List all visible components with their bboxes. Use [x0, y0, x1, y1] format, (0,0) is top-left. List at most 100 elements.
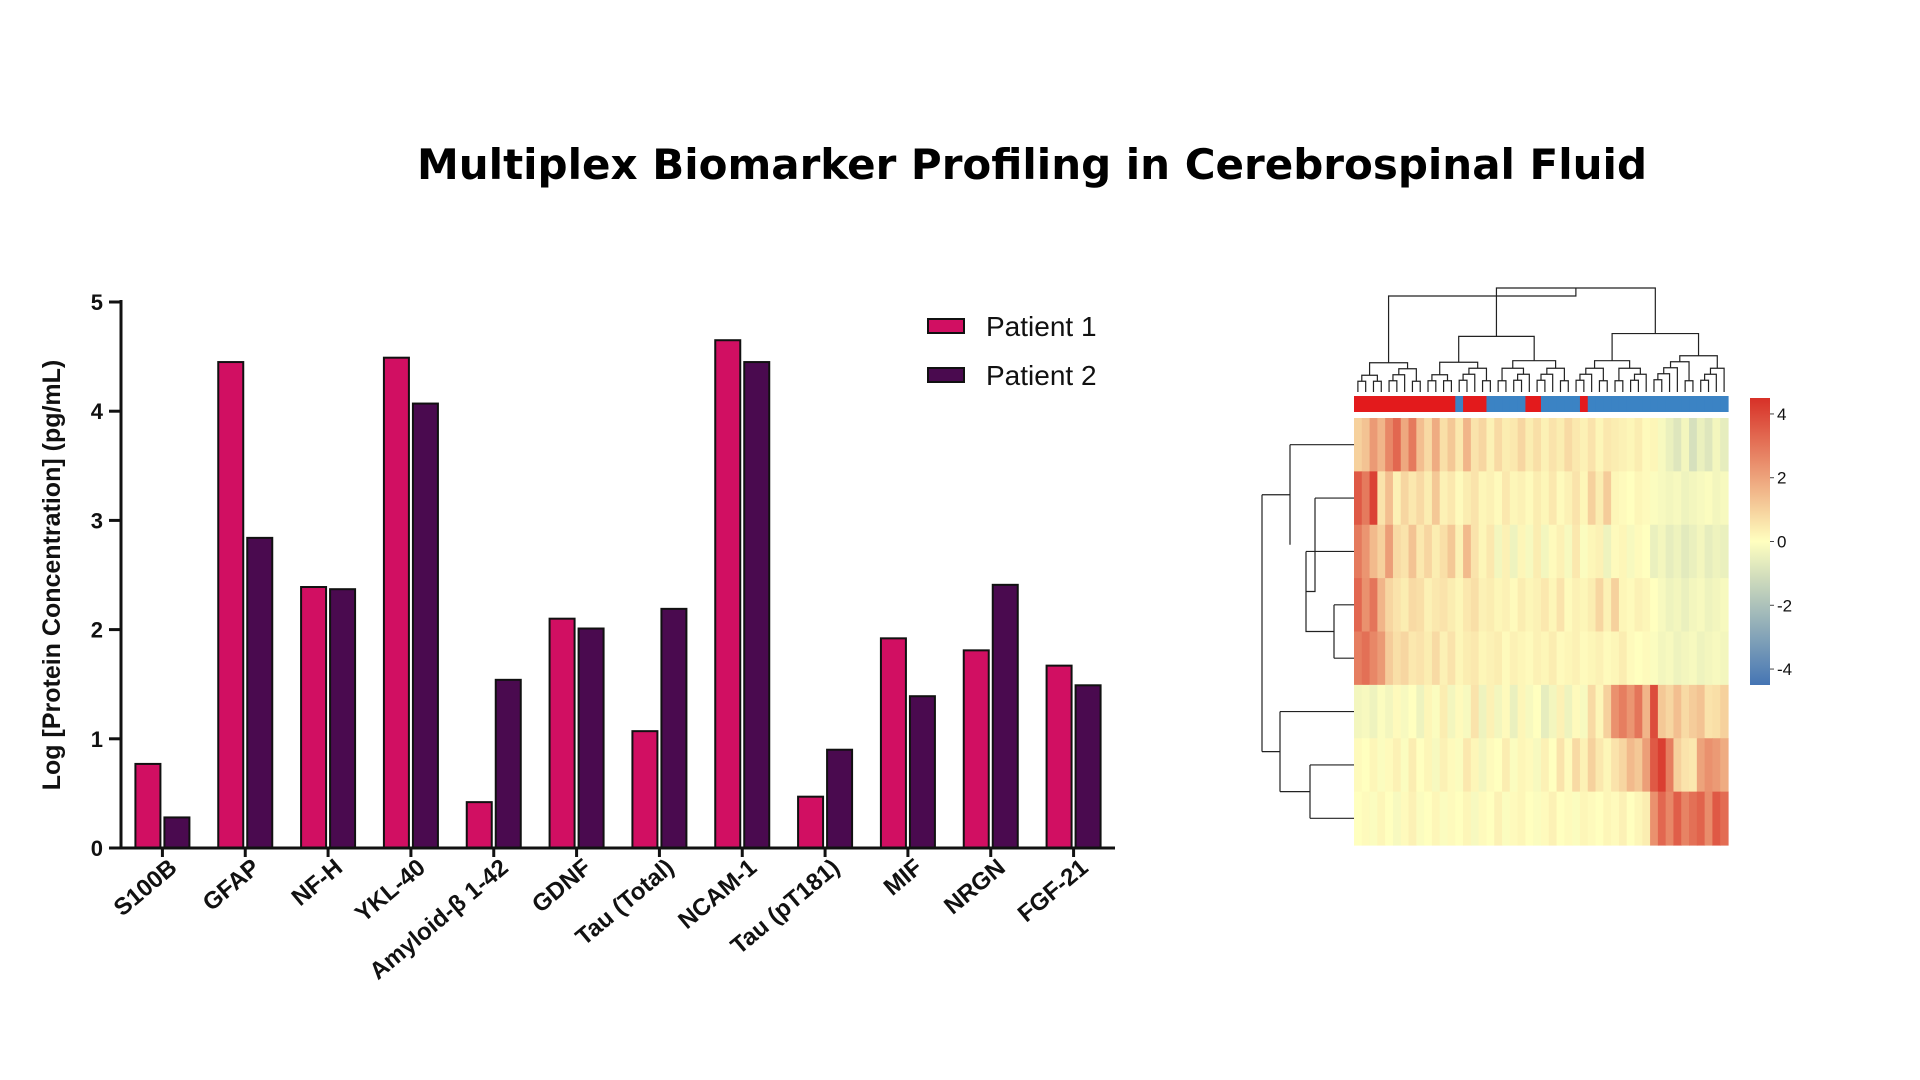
y-axis-label: Log [Protein Concentration] (pg/mL) [38, 360, 66, 791]
heatmap-cell [1603, 471, 1612, 526]
heatmap-cell [1634, 738, 1643, 793]
heatmap-cell [1689, 524, 1698, 579]
heatmap-cell [1618, 684, 1628, 739]
column-dendrogram-branch [1501, 367, 1525, 381]
bar-2-4 [494, 678, 522, 849]
heatmap-cell [1611, 471, 1620, 526]
heatmap-cell [1533, 524, 1542, 579]
heatmap-cell [1681, 418, 1690, 472]
heatmap-cell [1626, 578, 1636, 633]
heatmap-cell [1392, 631, 1402, 686]
row-dendrogram-branch [1306, 498, 1316, 593]
column-dendrogram-branch [1468, 367, 1488, 381]
heatmap-cell [1377, 684, 1386, 739]
heatmap-cell [1564, 418, 1573, 472]
heatmap-cell [1587, 471, 1597, 526]
heatmap-cell [1603, 631, 1612, 686]
heatmap-cell [1478, 418, 1488, 472]
column-dendrogram-branch [1540, 373, 1554, 392]
heatmap-cell [1587, 631, 1597, 686]
heatmap-cell [1502, 631, 1511, 686]
legend-label-1: Patient 1 [986, 311, 1097, 342]
heatmap-cell [1354, 684, 1363, 739]
heatmap-cell [1478, 791, 1488, 846]
heatmap-cell [1626, 471, 1636, 526]
bar-1-1 [217, 361, 245, 849]
heatmap-cell [1447, 738, 1456, 793]
heatmap-cell [1681, 631, 1690, 686]
heatmap-cell [1431, 418, 1441, 472]
heatmap-cell [1525, 791, 1534, 846]
column-dendrogram-branch [1593, 360, 1631, 369]
heatmap-cell [1478, 471, 1488, 526]
heatmap-cell [1354, 471, 1363, 526]
heatmap-cell [1470, 631, 1480, 686]
column-group-cell [1486, 396, 1495, 412]
column-group-cell [1439, 396, 1449, 412]
heatmap-cell [1650, 471, 1659, 526]
heatmap-cell [1416, 418, 1425, 472]
heatmap-cell [1634, 631, 1643, 686]
heatmap-cell [1579, 631, 1589, 686]
heatmap-cell [1572, 631, 1581, 686]
heatmap-cell [1541, 471, 1550, 526]
heatmap-cell [1650, 684, 1659, 739]
heatmap-cell [1509, 791, 1519, 846]
column-dendrogram-branch [1679, 355, 1718, 369]
heatmap-cell [1486, 631, 1495, 686]
heatmap-cell [1712, 791, 1721, 846]
heatmap-cell [1720, 631, 1729, 686]
heatmap-cell [1712, 738, 1721, 793]
bar-2-10 [991, 583, 1019, 849]
heatmap-cell [1642, 471, 1651, 526]
heatmap-cell [1673, 578, 1682, 633]
heatmap-cell [1463, 578, 1472, 633]
column-group-cell [1579, 396, 1589, 412]
heatmap-cell [1626, 738, 1636, 793]
column-dendrogram-branch [1458, 379, 1468, 392]
heatmap-cell [1556, 684, 1565, 739]
heatmap-cell [1673, 738, 1682, 793]
heatmap-cell [1369, 684, 1378, 739]
column-dendrogram-branch [1546, 367, 1565, 381]
heatmap-cell [1720, 791, 1729, 846]
heatmap-cell [1447, 578, 1456, 633]
heatmap-cell [1486, 738, 1495, 793]
heatmap-cell [1634, 791, 1643, 846]
heatmap-cell [1424, 524, 1433, 579]
heatmap-cell [1470, 791, 1480, 846]
heatmap-cell [1361, 471, 1371, 526]
heatmap-cell [1541, 578, 1550, 633]
heatmap-cell [1587, 418, 1597, 472]
heatmap-cell [1564, 738, 1573, 793]
column-group-cell [1657, 396, 1667, 412]
heatmap-cell [1408, 524, 1417, 579]
column-dendrogram-branch [1458, 335, 1535, 363]
heatmap-cell [1525, 631, 1534, 686]
column-dendrogram-branch [1361, 374, 1378, 382]
heatmap-cell [1494, 738, 1503, 793]
heatmap-cell [1657, 791, 1667, 846]
column-dendrogram-branch [1700, 379, 1710, 392]
heatmap-cell [1385, 738, 1394, 793]
column-dendrogram-branch [1368, 362, 1409, 376]
heatmap-cell [1525, 524, 1534, 579]
column-dendrogram-branch [1411, 380, 1421, 392]
heatmap-cell [1603, 684, 1612, 739]
heatmap-cell [1642, 524, 1651, 579]
heatmap-cell [1618, 738, 1628, 793]
column-group-cell [1502, 396, 1511, 412]
heatmap-cell [1712, 524, 1721, 579]
heatmap-cell [1400, 791, 1410, 846]
heatmap-cell [1447, 684, 1456, 739]
heatmap-cell [1603, 524, 1612, 579]
heatmap-cell [1486, 524, 1495, 579]
column-dendrogram-branch [1427, 380, 1437, 392]
heatmap-cell [1377, 631, 1386, 686]
y-tick-label: 0 [91, 836, 103, 861]
heatmap-cell [1455, 418, 1464, 472]
heatmap-cell [1611, 684, 1620, 739]
column-group-cell [1354, 396, 1363, 412]
